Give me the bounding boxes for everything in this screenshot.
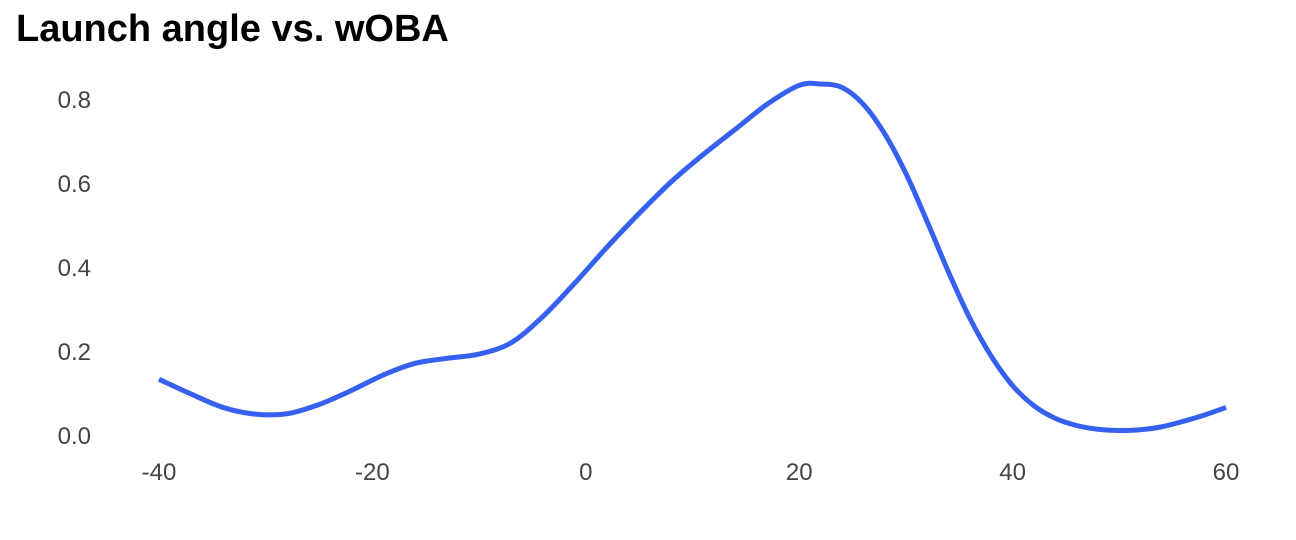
y-axis-ticks: 0.0 0.2 0.4 0.6 0.8 <box>58 87 91 450</box>
x-tick-label: -40 <box>142 459 177 486</box>
series-group <box>157 80 1227 434</box>
y-tick-label: 0.6 <box>58 171 91 198</box>
series-line <box>157 80 1227 434</box>
x-tick-label: -20 <box>355 459 390 486</box>
y-tick-label: 0.4 <box>58 255 91 282</box>
x-tick-label: 60 <box>1213 459 1240 486</box>
x-tick-label: 0 <box>579 459 592 486</box>
y-tick-label: 0.8 <box>58 87 91 114</box>
y-tick-label: 0.0 <box>58 423 91 450</box>
x-axis-ticks: -40 -20 0 20 40 60 <box>142 459 1240 486</box>
chart-title: Launch angle vs. wOBA <box>16 8 449 50</box>
x-tick-label: 20 <box>786 459 813 486</box>
x-tick-label: 40 <box>999 459 1026 486</box>
y-tick-label: 0.2 <box>58 339 91 366</box>
